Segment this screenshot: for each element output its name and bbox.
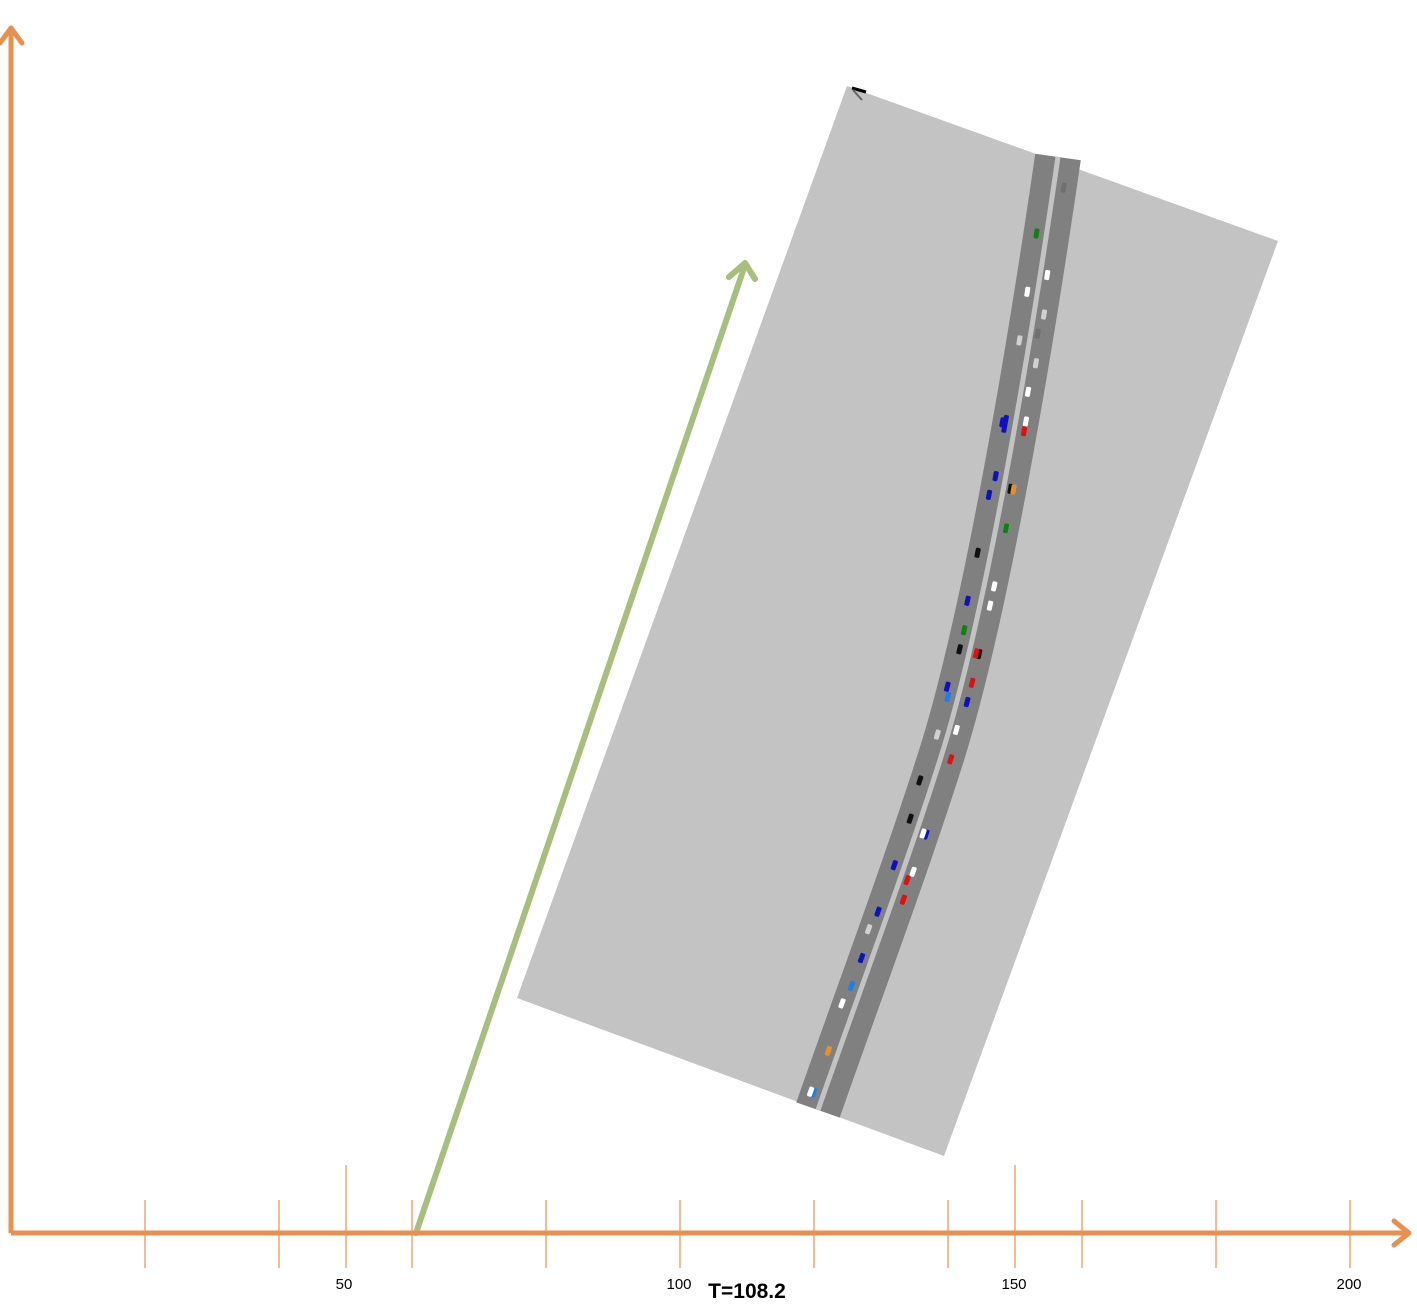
vehicle xyxy=(899,894,908,905)
vehicle xyxy=(1040,309,1048,320)
vehicle xyxy=(968,677,976,688)
vehicle xyxy=(838,998,846,1009)
vehicle xyxy=(1002,523,1010,534)
vehicle xyxy=(909,866,917,877)
vehicle xyxy=(986,600,994,611)
vehicle xyxy=(874,906,882,917)
vehicle xyxy=(1002,414,1009,426)
vehicle xyxy=(974,547,981,558)
axes: 50 100 150 200 xyxy=(0,25,1412,1293)
x-tick-label-150: 150 xyxy=(1001,1276,1026,1293)
x-axis xyxy=(11,1218,1412,1248)
vehicle xyxy=(963,696,971,708)
vehicle xyxy=(964,595,971,606)
vehicle xyxy=(890,860,898,871)
x-tick-label-100: 100 xyxy=(666,1276,691,1293)
vehicle xyxy=(1044,269,1051,281)
ground-area xyxy=(517,86,1278,1156)
vehicle xyxy=(847,980,856,992)
vehicle xyxy=(972,648,980,659)
vehicle xyxy=(824,1045,832,1057)
vehicle xyxy=(990,581,998,592)
origin-marker xyxy=(851,86,867,101)
vehicle xyxy=(933,729,941,740)
vehicle xyxy=(1024,386,1032,397)
vehicle xyxy=(944,691,952,703)
vehicle xyxy=(916,775,924,786)
vehicle xyxy=(960,625,968,636)
vehicle xyxy=(1033,228,1040,239)
vehicle xyxy=(985,489,993,501)
time-label: T=108.2 xyxy=(708,1280,786,1303)
vehicle xyxy=(1022,416,1029,427)
vehicle xyxy=(1010,484,1017,495)
vehicle xyxy=(1034,328,1041,339)
vehicle xyxy=(1032,358,1039,369)
vehicle xyxy=(943,681,951,692)
vehicle xyxy=(947,754,955,765)
x-axis-ticks xyxy=(144,1165,1351,1268)
vehicle xyxy=(919,828,927,839)
road xyxy=(796,153,1081,1118)
vehicle xyxy=(1001,422,1008,433)
vehicle xyxy=(1021,426,1028,437)
vehicle xyxy=(1016,335,1023,346)
direction-arrow xyxy=(413,260,758,1236)
vehicle xyxy=(952,724,960,736)
vehicle xyxy=(956,644,963,655)
vehicle xyxy=(1060,182,1067,193)
x-tick-label-200: 200 xyxy=(1336,1276,1361,1293)
x-tick-label-50: 50 xyxy=(336,1276,353,1293)
vehicle xyxy=(806,1086,815,1097)
lane-divider xyxy=(815,156,1061,1111)
y-axis xyxy=(0,25,25,1233)
vehicles xyxy=(806,182,1067,1098)
vehicle xyxy=(992,470,999,482)
vehicle xyxy=(903,874,911,886)
vehicle xyxy=(906,813,914,824)
vehicle xyxy=(1024,286,1031,297)
vehicle xyxy=(864,924,873,935)
vehicle xyxy=(857,952,866,964)
